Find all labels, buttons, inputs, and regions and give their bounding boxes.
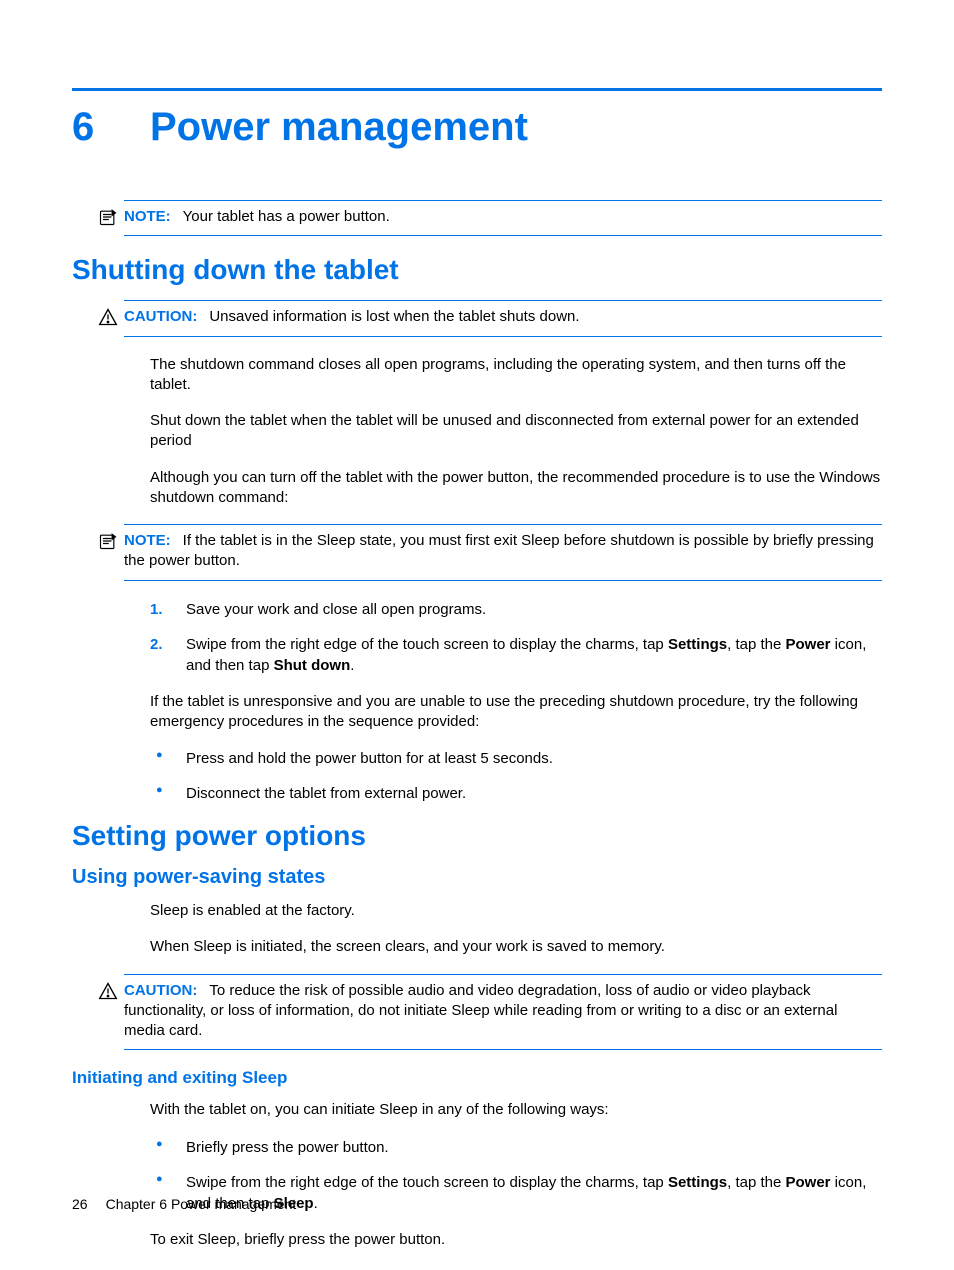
caution-icon — [98, 981, 118, 1001]
body-block: Sleep is enabled at the factory. When Sl… — [150, 901, 882, 958]
step-number: 1. — [150, 599, 163, 620]
body-block: 1. Save your work and close all open pro… — [150, 599, 882, 805]
page-footer: 26 Chapter 6 Power management — [72, 1196, 296, 1212]
page-number: 26 — [72, 1196, 88, 1212]
paragraph: When Sleep is initiated, the screen clea… — [150, 937, 882, 957]
header-rule — [72, 88, 882, 91]
note-text: Your tablet has a power button. — [183, 208, 390, 225]
chapter-number: 6 — [72, 105, 150, 150]
caution-label: CAUTION: — [124, 982, 197, 999]
paragraph: Shut down the tablet when the tablet wil… — [150, 411, 882, 452]
paragraph: With the tablet on, you can initiate Sle… — [150, 1100, 882, 1120]
section-heading-power-options: Setting power options — [72, 820, 882, 852]
note-icon — [98, 531, 118, 551]
content-area: NOTE: Your tablet has a power button. Shu… — [124, 200, 882, 1250]
bullet-list: Press and hold the power button for at l… — [150, 748, 882, 804]
step-item: 1. Save your work and close all open pro… — [150, 599, 882, 620]
paragraph: If the tablet is unresponsive and you ar… — [150, 692, 882, 733]
ordered-steps: 1. Save your work and close all open pro… — [150, 599, 882, 676]
paragraph: Although you can turn off the tablet wit… — [150, 468, 882, 509]
paragraph: The shutdown command closes all open pro… — [150, 355, 882, 396]
chapter-title-text: Power management — [150, 105, 528, 149]
subsubsection-heading-sleep: Initiating and exiting Sleep — [72, 1068, 882, 1088]
section-heading-shutdown: Shutting down the tablet — [72, 254, 882, 286]
paragraph: To exit Sleep, briefly press the power b… — [150, 1230, 882, 1250]
note-text: If the tablet is in the Sleep state, you… — [124, 532, 874, 569]
note-callout: NOTE:If the tablet is in the Sleep state… — [124, 524, 882, 581]
list-item: Disconnect the tablet from external powe… — [150, 783, 882, 804]
list-item: Briefly press the power button. — [150, 1137, 882, 1158]
list-item: Press and hold the power button for at l… — [150, 748, 882, 769]
caution-text: To reduce the risk of possible audio and… — [124, 982, 837, 1040]
body-block: With the tablet on, you can initiate Sle… — [150, 1100, 882, 1250]
caution-callout: CAUTION:To reduce the risk of possible a… — [124, 974, 882, 1051]
note-callout: NOTE: Your tablet has a power button. — [124, 200, 882, 236]
caution-callout: CAUTION: Unsaved information is lost when… — [124, 300, 882, 336]
note-icon — [98, 207, 118, 227]
caution-icon — [98, 307, 118, 327]
subsection-heading-power-saving: Using power-saving states — [72, 866, 882, 889]
chapter-title: 6Power management — [72, 105, 882, 150]
note-label: NOTE: — [124, 532, 171, 549]
footer-text: Chapter 6 Power management — [106, 1196, 297, 1212]
step-item: 2. Swipe from the right edge of the touc… — [150, 634, 882, 676]
body-block: The shutdown command closes all open pro… — [150, 355, 882, 509]
caution-label: CAUTION: — [124, 308, 197, 325]
step-text: Swipe from the right edge of the touch s… — [186, 636, 866, 674]
caution-text: Unsaved information is lost when the tab… — [209, 308, 579, 325]
step-text: Save your work and close all open progra… — [186, 601, 486, 618]
step-number: 2. — [150, 634, 163, 655]
note-label: NOTE: — [124, 208, 171, 225]
paragraph: Sleep is enabled at the factory. — [150, 901, 882, 921]
document-page: 6Power management NOTE: Your tablet has a… — [0, 0, 954, 1270]
